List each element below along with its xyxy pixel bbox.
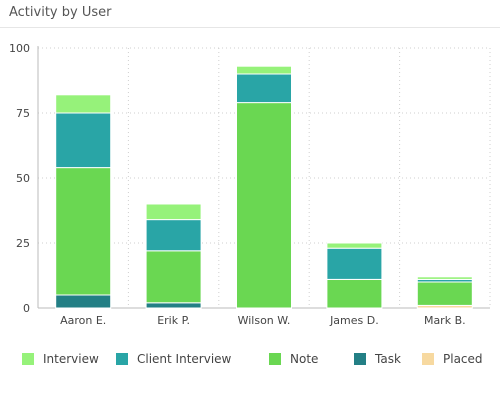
legend-label-placed: Placed <box>443 352 483 366</box>
x-tick-label: Aaron E. <box>60 314 106 327</box>
legend-swatch-placed <box>422 353 434 365</box>
bar-segment-note <box>145 250 202 304</box>
legend-swatch-task <box>354 353 366 365</box>
legend-swatch-interview <box>22 353 34 365</box>
legend-item-client-interview[interactable]: Client Interview <box>116 352 231 366</box>
x-tick-label: Mark B. <box>424 314 466 327</box>
bar-segment-client-interview <box>55 112 112 169</box>
bar-segment-note <box>326 278 383 309</box>
x-tick-label: Erik P. <box>157 314 190 327</box>
legend-label-note: Note <box>290 352 319 366</box>
bar-segment-note <box>55 167 112 296</box>
y-tick-label: 50 <box>16 172 30 185</box>
legend-item-interview[interactable]: Interview <box>22 352 99 366</box>
legend-item-task[interactable]: Task <box>354 352 401 366</box>
bar-segment-interview <box>145 203 202 221</box>
chart-header: Activity by User <box>0 0 500 28</box>
bar-segment-task <box>145 302 202 309</box>
bar-segment-client-interview <box>145 219 202 252</box>
bar-segment-interview <box>416 276 473 280</box>
chart-title: Activity by User <box>9 5 112 20</box>
bar-segment-interview <box>236 65 292 75</box>
bar-segment-note <box>236 102 292 309</box>
y-tick-label: 100 <box>9 42 30 55</box>
bar-segment-note <box>416 281 473 306</box>
legend-swatch-note <box>269 353 281 365</box>
x-tick-label: James D. <box>329 314 379 327</box>
y-tick-label: 75 <box>16 107 30 120</box>
bar-segment-client-interview <box>326 247 383 280</box>
legend-swatch-client-interview <box>116 353 128 365</box>
bar-segment-interview <box>55 94 112 114</box>
y-tick-label: 25 <box>16 237 30 250</box>
y-tick-label: 0 <box>23 302 30 315</box>
stacked-bar-chart: 0 25 50 75 100 Aaron E. Erik P. Wilson W. James … <box>9 42 491 327</box>
legend-item-placed[interactable]: Placed <box>422 352 483 366</box>
legend-item-note[interactable]: Note <box>269 352 318 366</box>
legend-label-interview: Interview <box>43 352 99 366</box>
bar-segment-client-interview <box>236 73 292 104</box>
x-tick-label: Wilson W. <box>238 314 291 327</box>
bar-segment-task <box>55 294 112 309</box>
legend-label-task: Task <box>375 352 401 366</box>
bar-segment-interview <box>326 242 383 249</box>
chart-legend: Interview Client Interview Note Task Pla… <box>0 345 500 375</box>
legend-label-client-interview: Client Interview <box>137 352 232 366</box>
